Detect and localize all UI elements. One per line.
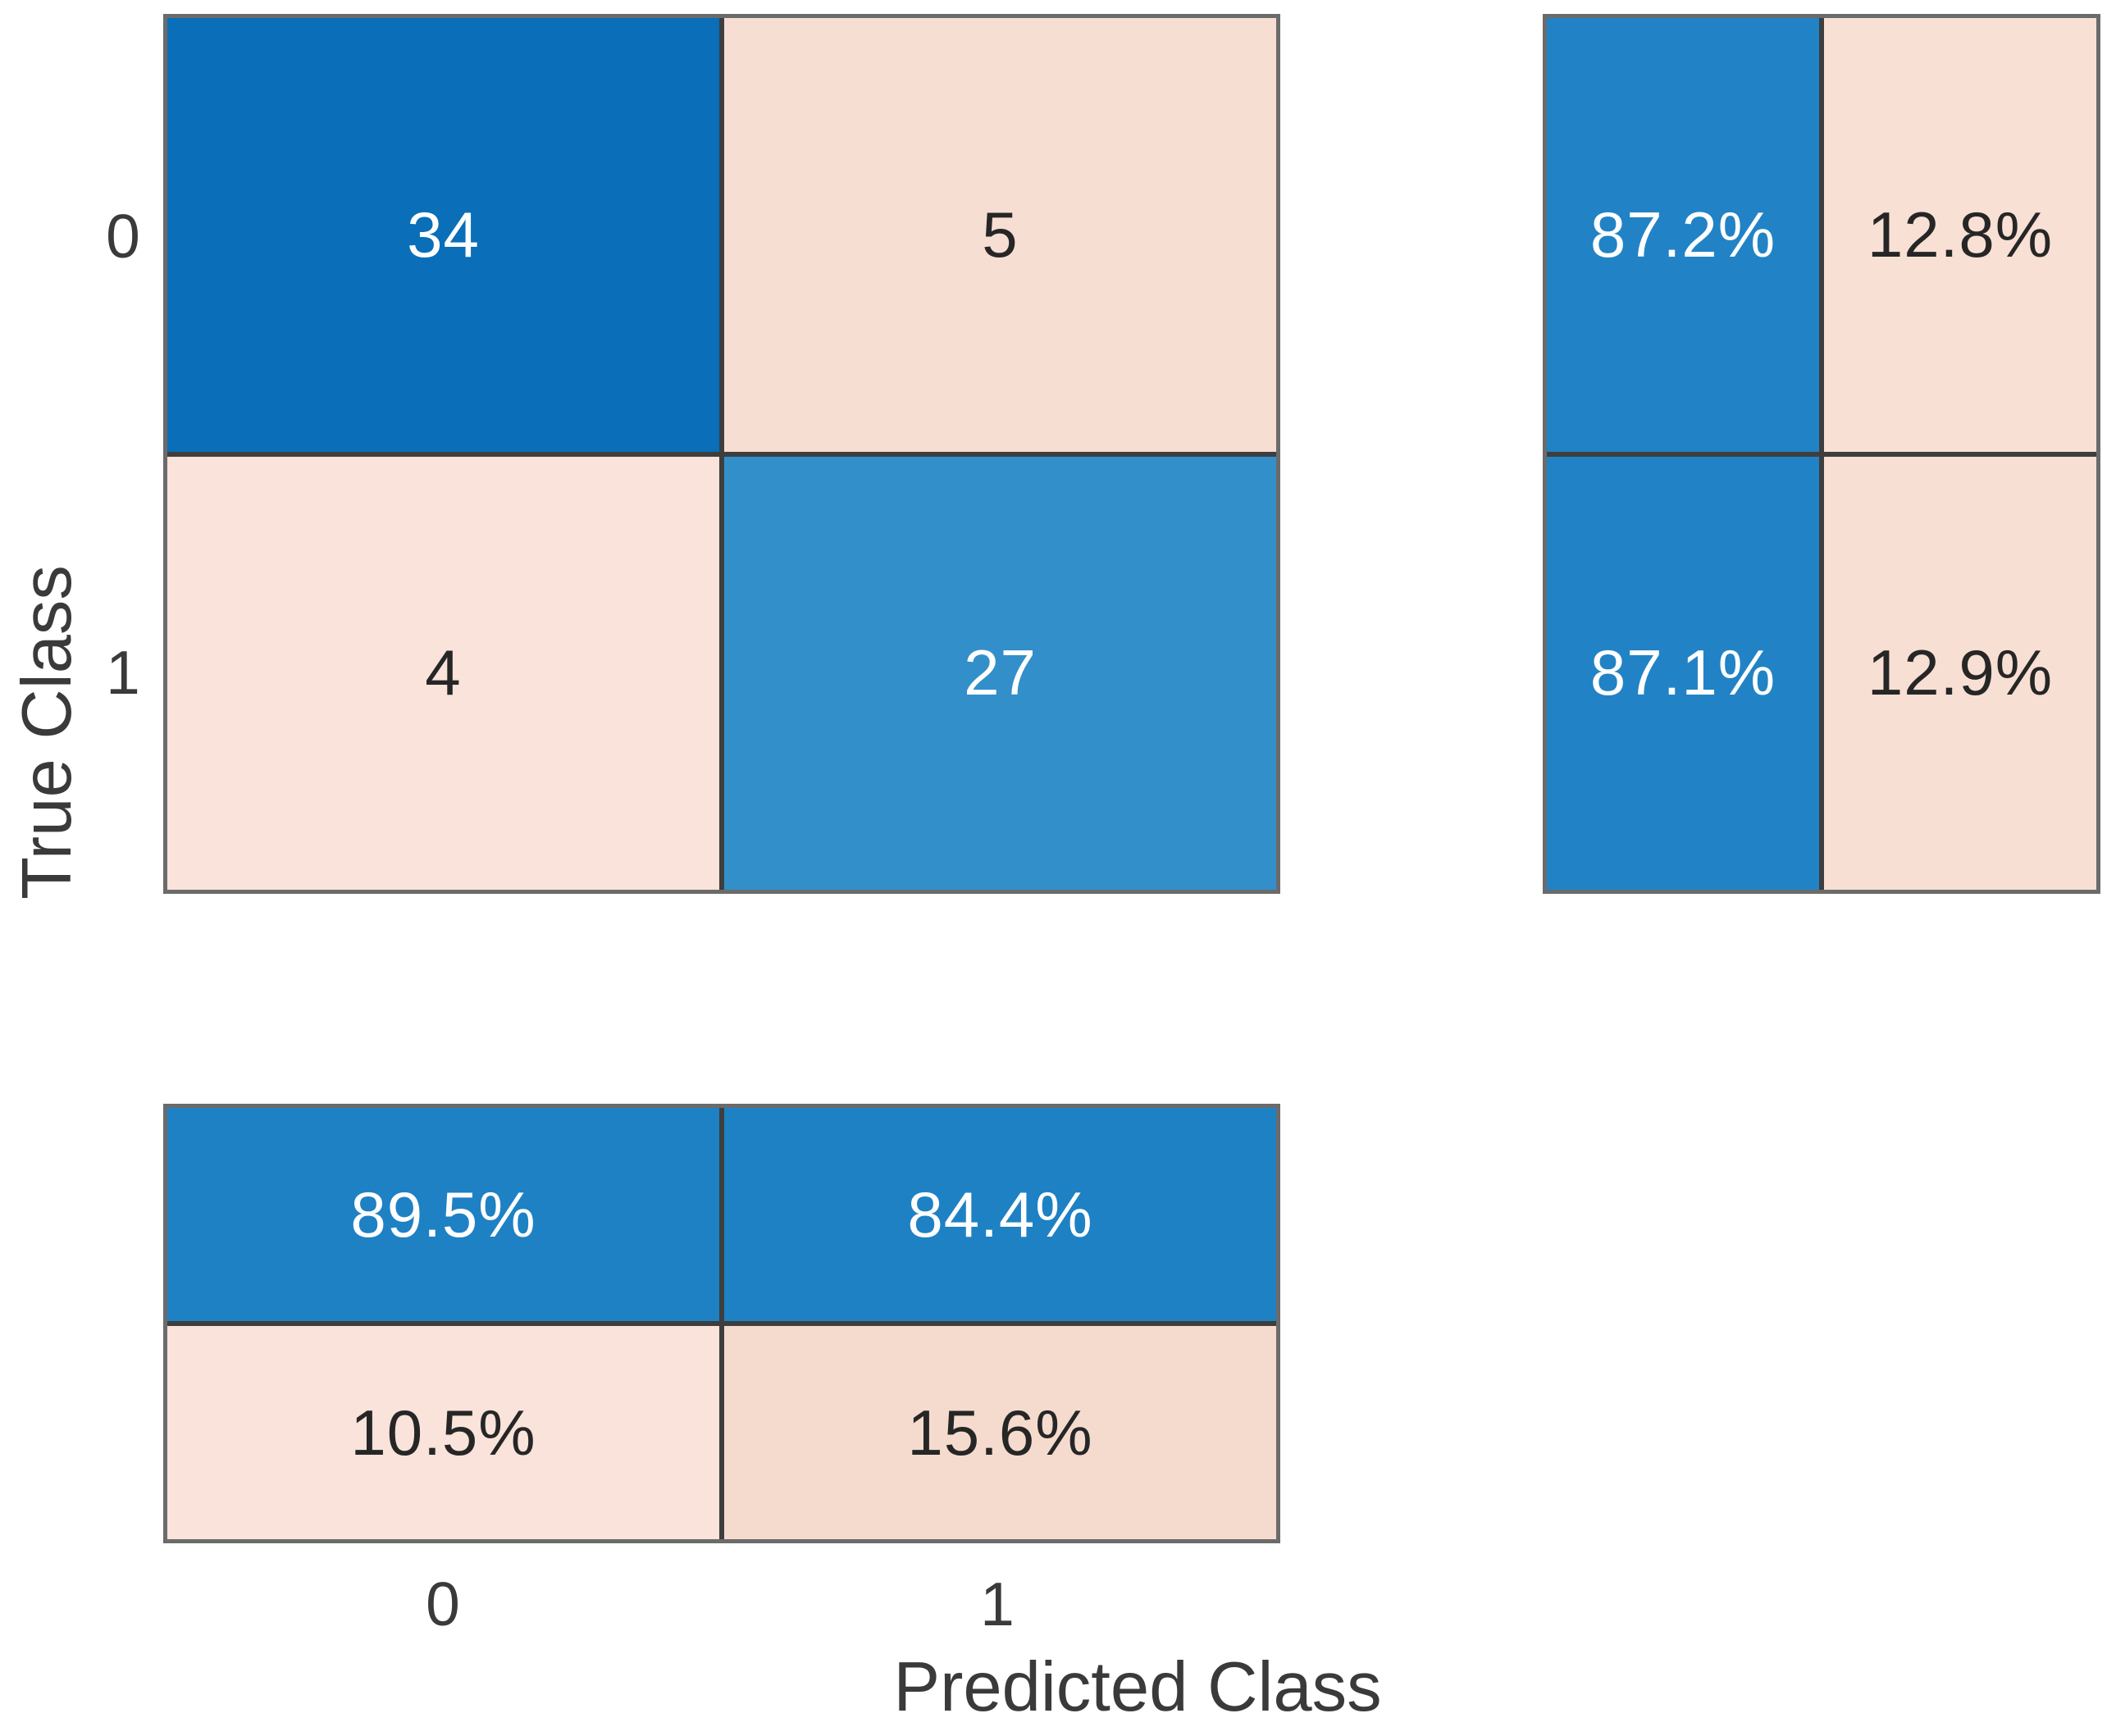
matrix-cell-true0-pred1: 5 bbox=[724, 18, 1276, 452]
row-summary-true0-incorrect: 12.8% bbox=[1824, 18, 2096, 452]
cell-value: 15.6% bbox=[907, 1396, 1093, 1469]
cell-value: 34 bbox=[407, 198, 480, 271]
y-axis-label: True Class bbox=[8, 565, 86, 900]
cell-value: 5 bbox=[982, 198, 1019, 271]
cell-value: 87.1% bbox=[1589, 636, 1776, 709]
y-tick-label-1: 1 bbox=[106, 638, 140, 707]
confusion-count-matrix: 34 5 4 27 bbox=[163, 14, 1280, 894]
y-tick-label-0: 0 bbox=[106, 202, 140, 271]
cell-value: 12.9% bbox=[1867, 636, 2054, 709]
x-axis-label: Predicted Class bbox=[893, 1648, 1382, 1726]
row-summary-true1-correct: 87.1% bbox=[1547, 456, 1819, 890]
x-tick-label-1: 1 bbox=[980, 1570, 1015, 1638]
col-summary-pred0-correct: 89.5% bbox=[167, 1108, 719, 1321]
column-summary-panel: 89.5% 84.4% 10.5% 15.6% bbox=[163, 1104, 1280, 1543]
row-summary-true0-correct: 87.2% bbox=[1547, 18, 1819, 452]
cell-value: 10.5% bbox=[350, 1396, 536, 1469]
cell-value: 12.8% bbox=[1867, 198, 2054, 271]
cell-value: 4 bbox=[425, 636, 462, 709]
matrix-cell-true0-pred0: 34 bbox=[167, 18, 719, 452]
col-summary-pred1-incorrect: 15.6% bbox=[724, 1326, 1276, 1539]
matrix-cell-true1-pred1: 27 bbox=[724, 456, 1276, 890]
cell-value: 84.4% bbox=[907, 1178, 1093, 1251]
matrix-cell-true1-pred0: 4 bbox=[167, 456, 719, 890]
cell-value: 89.5% bbox=[350, 1178, 536, 1251]
x-tick-label-0: 0 bbox=[426, 1570, 460, 1638]
cell-value: 87.2% bbox=[1589, 198, 1776, 271]
row-summary-true1-incorrect: 12.9% bbox=[1824, 456, 2096, 890]
col-summary-pred0-incorrect: 10.5% bbox=[167, 1326, 719, 1539]
col-summary-pred1-correct: 84.4% bbox=[724, 1108, 1276, 1321]
cell-value: 27 bbox=[964, 636, 1037, 709]
row-summary-panel: 87.2% 12.8% 87.1% 12.9% bbox=[1543, 14, 2100, 894]
